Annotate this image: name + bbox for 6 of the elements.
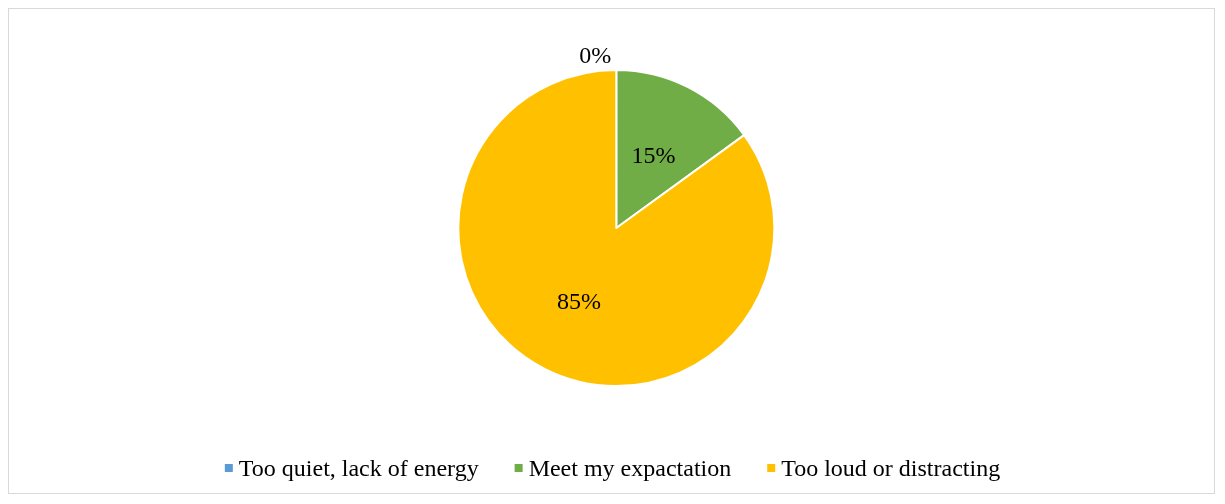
text: 0% bbox=[579, 42, 612, 68]
data-label: 15% bbox=[631, 141, 676, 168]
data-label: 85% bbox=[557, 288, 602, 315]
legend-label: Too loud or distracting bbox=[781, 455, 1001, 481]
legend-label: Too quiet, lack of energy bbox=[238, 455, 479, 481]
legend-label: Meet my expactation bbox=[528, 455, 732, 481]
